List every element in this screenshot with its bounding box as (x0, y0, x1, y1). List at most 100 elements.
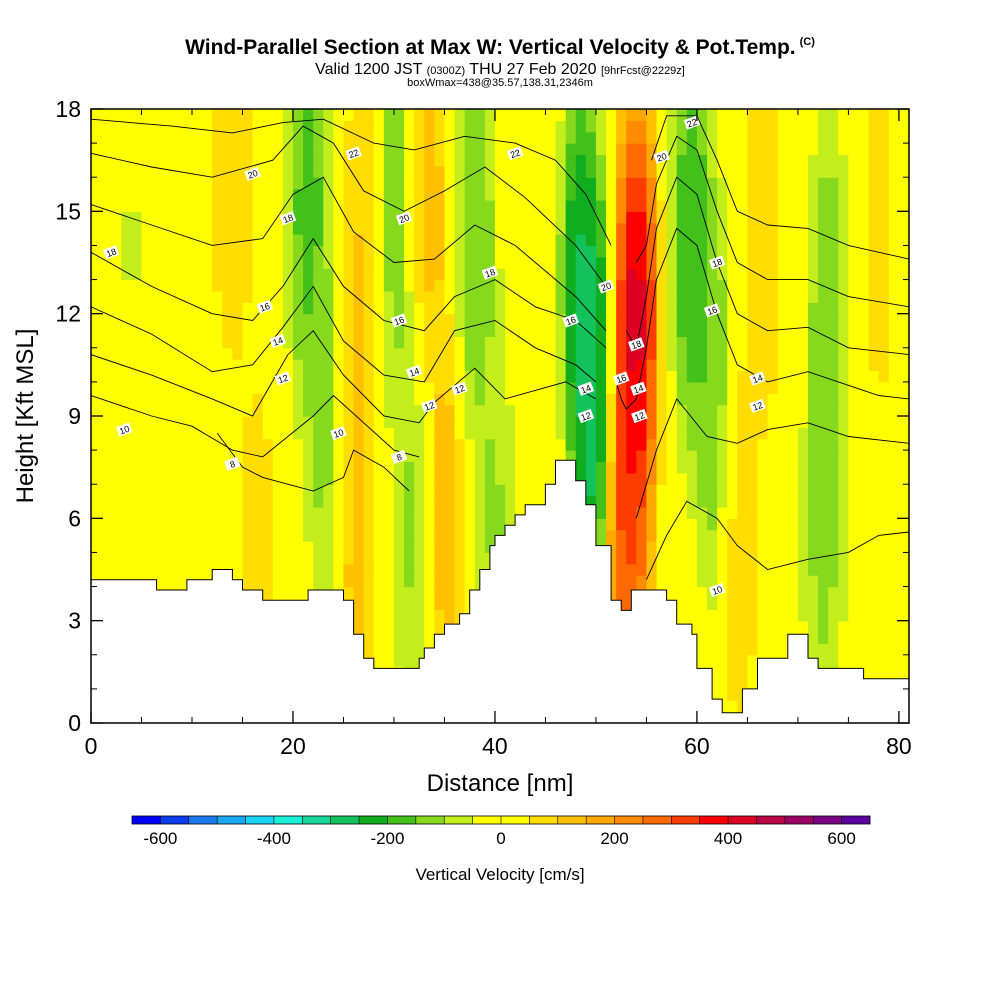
velocity-cell (565, 427, 577, 440)
velocity-cell (181, 495, 193, 508)
velocity-cell (363, 381, 375, 394)
velocity-cell (757, 529, 769, 542)
velocity-cell (575, 222, 587, 235)
velocity-cell (111, 325, 122, 338)
velocity-cell (868, 427, 880, 440)
velocity-cell (797, 370, 809, 383)
velocity-cell (727, 211, 738, 224)
velocity-cell (696, 563, 708, 576)
theta-label-bg (612, 371, 630, 386)
velocity-cell (515, 484, 526, 497)
velocity-cell (101, 370, 112, 383)
velocity-cell (565, 211, 577, 224)
velocity-cell (303, 165, 314, 178)
velocity-cell (121, 359, 132, 372)
velocity-cell (757, 109, 769, 121)
velocity-cell (535, 416, 547, 428)
velocity-cell (666, 222, 678, 235)
velocity-cell (191, 188, 203, 201)
velocity-cell (353, 575, 365, 588)
velocity-cell (383, 188, 395, 201)
velocity-cell (212, 416, 223, 428)
velocity-cell (575, 211, 587, 224)
velocity-cell (161, 427, 173, 440)
velocity-cell (343, 416, 355, 428)
velocity-cell (676, 256, 688, 269)
velocity-cell (434, 597, 446, 610)
velocity-cell (535, 313, 547, 326)
velocity-cell (252, 461, 264, 474)
velocity-cell (848, 461, 860, 474)
velocity-cell (797, 131, 809, 144)
velocity-cell (535, 381, 547, 394)
velocity-cell (797, 438, 809, 451)
velocity-cell (737, 484, 749, 497)
velocity-cell (797, 325, 809, 338)
velocity-cell (383, 199, 395, 212)
velocity-cell (575, 325, 587, 338)
velocity-cell (535, 336, 547, 349)
velocity-cell (505, 336, 516, 349)
velocity-cell (343, 290, 355, 303)
velocity-cell (797, 552, 809, 565)
velocity-cell (222, 256, 233, 269)
velocity-cell (848, 438, 860, 451)
velocity-cell (141, 268, 153, 281)
velocity-cell (191, 529, 203, 542)
velocity-cell (383, 268, 395, 281)
theta-contour-10 (645, 500, 909, 580)
velocity-cell (696, 279, 708, 292)
velocity-cell (808, 188, 819, 201)
velocity-cell (505, 268, 516, 281)
velocity-cell (323, 188, 334, 201)
velocity-cell (262, 359, 274, 372)
velocity-cell (383, 279, 395, 292)
velocity-cell (393, 461, 405, 474)
velocity-cell (393, 359, 405, 372)
velocity-cell (565, 256, 577, 269)
velocity-cell (262, 495, 274, 508)
velocity-cell (303, 109, 314, 121)
velocity-cell (727, 506, 738, 519)
velocity-cell (222, 268, 233, 281)
velocity-cell (171, 518, 183, 531)
velocity-cell (101, 450, 112, 463)
velocity-cell (434, 529, 446, 542)
velocity-cell (838, 256, 850, 269)
velocity-cell (797, 541, 809, 554)
velocity-cell (474, 336, 486, 349)
velocity-cell (676, 438, 688, 451)
velocity-cell (131, 143, 143, 156)
velocity-cell (242, 325, 254, 338)
velocity-cell (91, 302, 102, 315)
velocity-cell (323, 472, 334, 485)
velocity-cell (262, 541, 274, 554)
velocity-cell (444, 518, 456, 531)
velocity-cell (171, 552, 183, 565)
velocity-cell (838, 234, 850, 247)
velocity-cell (535, 211, 547, 224)
velocity-cell (797, 609, 809, 622)
velocity-cell (131, 336, 143, 349)
velocity-cell (818, 563, 829, 576)
velocity-cell (252, 575, 264, 588)
velocity-cell (212, 199, 223, 212)
velocity-cell (616, 188, 627, 201)
velocity-cell (212, 279, 223, 292)
velocity-cell (101, 427, 112, 440)
velocity-cell (91, 177, 102, 190)
velocity-cell (797, 313, 809, 326)
velocity-cell (222, 359, 233, 372)
velocity-cell (323, 518, 334, 531)
velocity-cell (141, 120, 153, 133)
velocity-cell (171, 313, 183, 326)
velocity-cell (676, 188, 688, 201)
velocity-cell (878, 120, 890, 133)
velocity-cell (858, 575, 870, 588)
velocity-cell (626, 393, 637, 406)
velocity-cell (797, 529, 809, 542)
velocity-cell (404, 518, 415, 531)
velocity-cell (858, 518, 870, 531)
velocity-cell (111, 450, 122, 463)
velocity-cell (797, 381, 809, 394)
